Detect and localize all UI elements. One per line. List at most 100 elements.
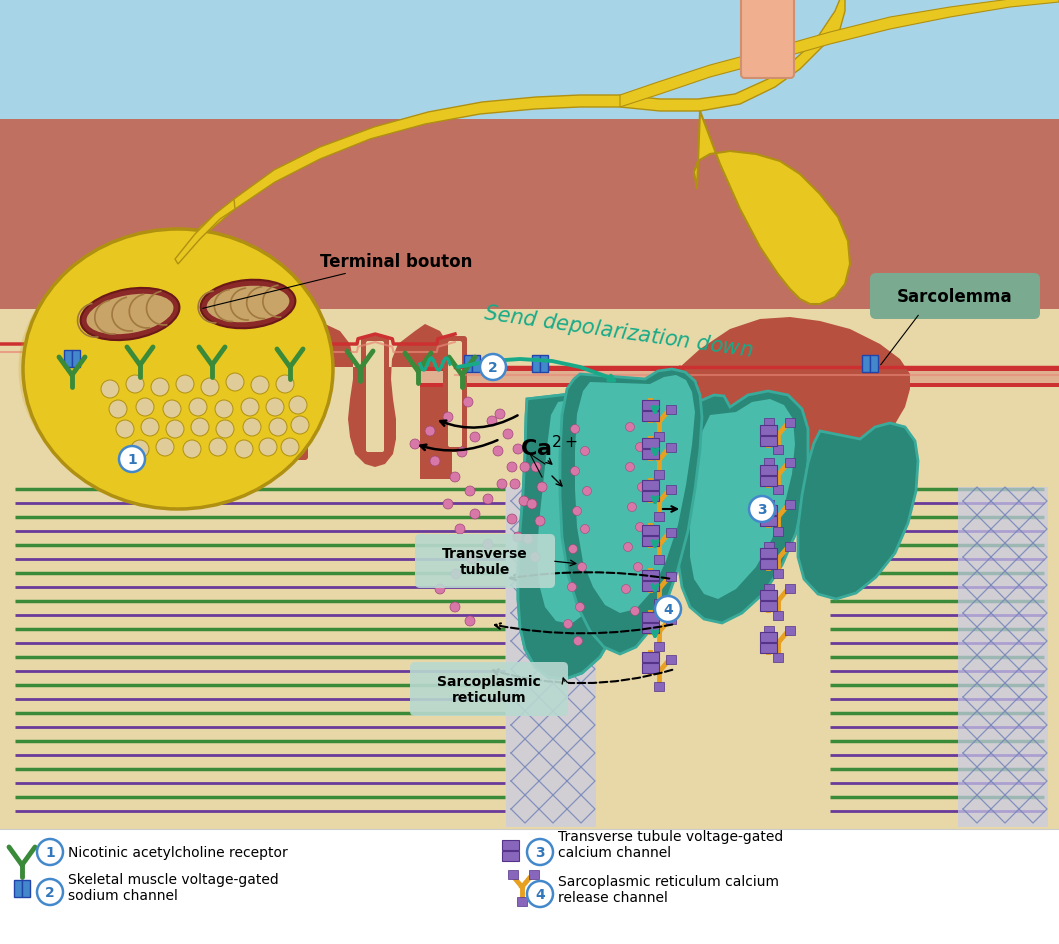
Circle shape: [241, 398, 259, 416]
Circle shape: [435, 584, 445, 595]
Circle shape: [519, 497, 530, 507]
Circle shape: [266, 398, 284, 416]
FancyBboxPatch shape: [665, 615, 676, 624]
FancyBboxPatch shape: [759, 643, 776, 653]
FancyBboxPatch shape: [645, 528, 654, 537]
Polygon shape: [678, 392, 808, 623]
Ellipse shape: [87, 295, 174, 335]
Text: 2: 2: [46, 885, 55, 899]
FancyBboxPatch shape: [764, 500, 773, 509]
FancyBboxPatch shape: [764, 418, 773, 427]
FancyBboxPatch shape: [415, 534, 555, 588]
Text: $\it{Send\ depolarization\ down}$: $\it{Send\ depolarization\ down}$: [482, 301, 754, 362]
Circle shape: [191, 418, 209, 436]
Circle shape: [622, 585, 630, 594]
Circle shape: [656, 597, 681, 622]
FancyBboxPatch shape: [759, 516, 776, 526]
Circle shape: [495, 410, 505, 419]
Circle shape: [259, 439, 277, 457]
Ellipse shape: [80, 289, 179, 341]
FancyBboxPatch shape: [361, 337, 389, 458]
Circle shape: [507, 514, 517, 525]
FancyBboxPatch shape: [772, 611, 783, 620]
Circle shape: [635, 523, 645, 531]
FancyBboxPatch shape: [759, 465, 776, 475]
Polygon shape: [175, 0, 845, 264]
Circle shape: [577, 563, 587, 572]
Text: 1: 1: [46, 845, 55, 859]
FancyBboxPatch shape: [118, 342, 139, 467]
FancyBboxPatch shape: [653, 470, 664, 479]
FancyBboxPatch shape: [665, 655, 676, 664]
Circle shape: [569, 545, 577, 554]
Circle shape: [580, 447, 590, 456]
Text: Sarcoplasmic reticulum calcium
release channel: Sarcoplasmic reticulum calcium release c…: [558, 874, 779, 904]
Circle shape: [493, 447, 503, 457]
FancyBboxPatch shape: [502, 839, 519, 850]
FancyBboxPatch shape: [642, 480, 659, 490]
FancyBboxPatch shape: [759, 476, 776, 486]
Circle shape: [503, 430, 513, 440]
FancyBboxPatch shape: [642, 623, 659, 632]
Polygon shape: [694, 112, 850, 305]
Circle shape: [483, 539, 493, 549]
Bar: [0, 829, 1059, 944]
Ellipse shape: [23, 229, 333, 510]
FancyBboxPatch shape: [665, 528, 676, 537]
Text: Nicotinic acetylcholine receptor: Nicotinic acetylcholine receptor: [68, 845, 288, 859]
FancyBboxPatch shape: [471, 355, 480, 372]
Circle shape: [37, 839, 62, 865]
Circle shape: [465, 616, 475, 626]
Circle shape: [573, 507, 581, 516]
Circle shape: [527, 499, 537, 510]
Circle shape: [563, 620, 573, 629]
Circle shape: [749, 497, 775, 522]
FancyBboxPatch shape: [464, 355, 471, 372]
Text: Skeletal muscle voltage-gated
sodium channel: Skeletal muscle voltage-gated sodium cha…: [68, 872, 279, 902]
FancyBboxPatch shape: [653, 598, 664, 608]
FancyBboxPatch shape: [642, 525, 659, 535]
Circle shape: [626, 463, 634, 472]
Text: Ca$^{2+}$: Ca$^{2+}$: [520, 435, 578, 460]
FancyBboxPatch shape: [448, 342, 462, 447]
Circle shape: [119, 447, 145, 473]
Circle shape: [215, 400, 233, 418]
FancyBboxPatch shape: [785, 542, 794, 551]
Circle shape: [470, 510, 480, 519]
Circle shape: [131, 441, 149, 459]
Circle shape: [463, 397, 473, 408]
FancyBboxPatch shape: [14, 880, 21, 897]
FancyBboxPatch shape: [642, 570, 659, 580]
Circle shape: [216, 421, 234, 439]
FancyBboxPatch shape: [764, 584, 773, 593]
Polygon shape: [175, 200, 235, 264]
Circle shape: [209, 439, 227, 457]
Circle shape: [235, 441, 253, 459]
Circle shape: [183, 441, 201, 459]
Circle shape: [497, 480, 507, 490]
Circle shape: [531, 463, 541, 473]
FancyBboxPatch shape: [785, 458, 794, 467]
Circle shape: [626, 423, 634, 432]
FancyBboxPatch shape: [366, 342, 384, 452]
FancyBboxPatch shape: [645, 572, 654, 581]
FancyBboxPatch shape: [528, 869, 538, 879]
FancyBboxPatch shape: [785, 500, 794, 509]
FancyBboxPatch shape: [785, 584, 794, 593]
Polygon shape: [798, 424, 918, 599]
FancyBboxPatch shape: [653, 642, 664, 650]
Circle shape: [537, 482, 548, 493]
FancyBboxPatch shape: [764, 542, 773, 551]
Circle shape: [467, 554, 477, 565]
Circle shape: [520, 463, 530, 473]
FancyBboxPatch shape: [645, 405, 654, 414]
Text: 3: 3: [535, 845, 544, 859]
Circle shape: [251, 377, 269, 395]
Polygon shape: [690, 399, 795, 599]
Circle shape: [443, 499, 453, 510]
FancyBboxPatch shape: [772, 485, 783, 494]
Circle shape: [226, 374, 244, 392]
FancyBboxPatch shape: [759, 632, 776, 642]
Circle shape: [450, 473, 460, 482]
FancyBboxPatch shape: [645, 485, 654, 494]
